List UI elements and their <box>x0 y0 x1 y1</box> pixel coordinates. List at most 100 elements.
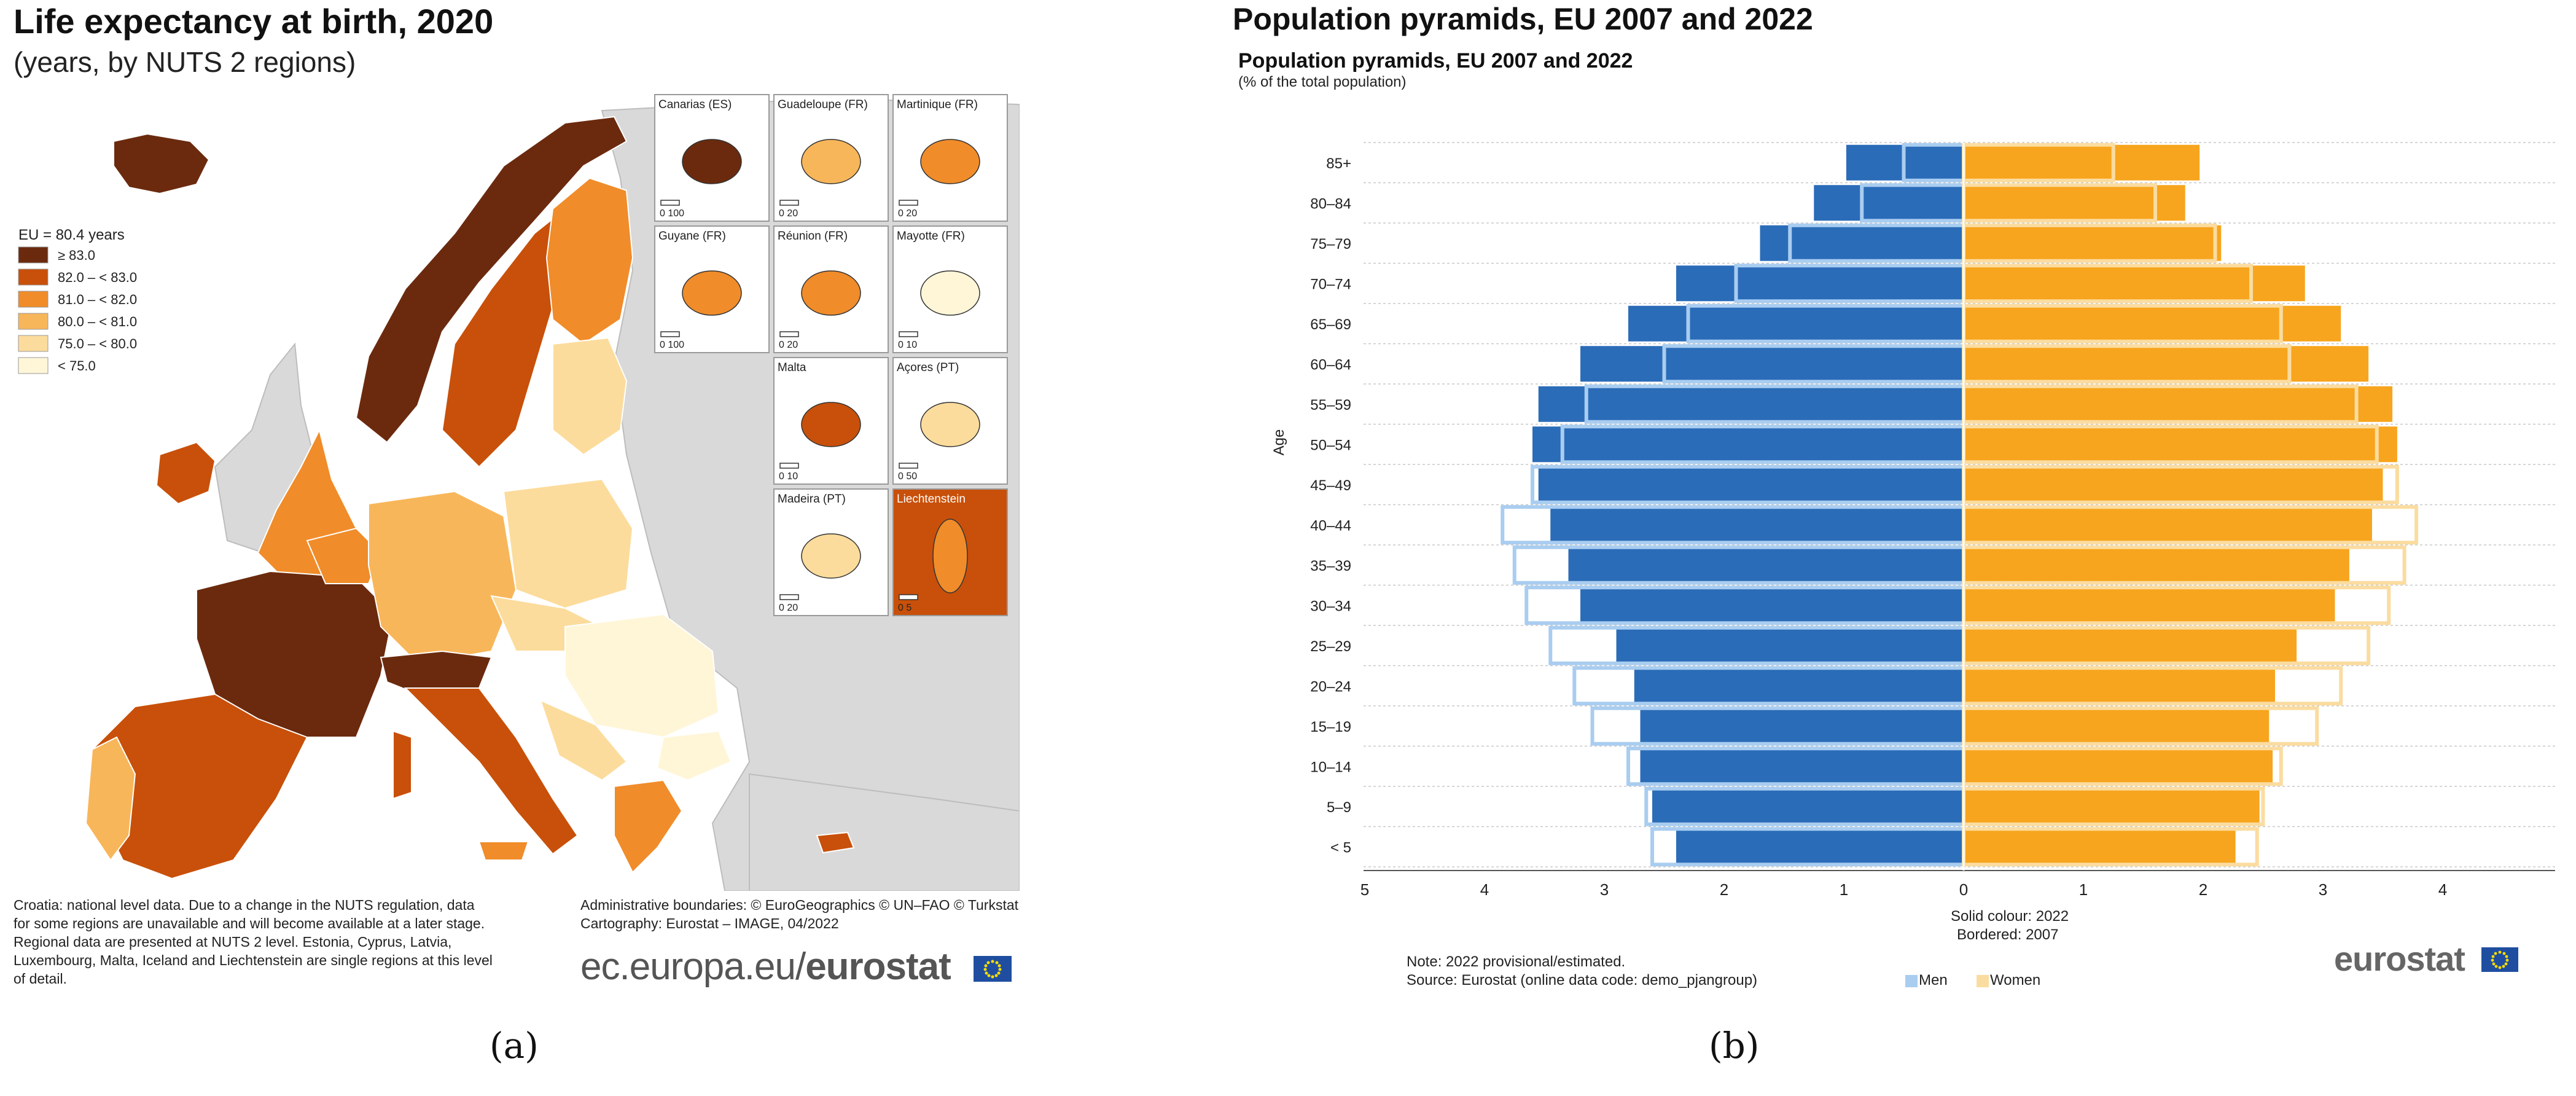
population-pyramid: < 5 5–9 10–14 15–19 20–24 25–29 30–34 35–39 40–4… <box>1271 142 2555 899</box>
bar-men-2022 <box>1760 225 1964 261</box>
inset-label: Açores (PT) <box>897 361 959 374</box>
scale-label: 0 20 <box>898 208 917 219</box>
x-tick-label: 1 <box>1840 880 1848 899</box>
inset-territory <box>801 270 861 316</box>
map-subtitle: (years, by NUTS 2 regions) <box>14 46 356 78</box>
admin-boundaries: Administrative boundaries: © EuroGeograp… <box>580 897 1019 913</box>
region-hungary-romania <box>564 613 720 738</box>
bar-men-2022 <box>1550 507 1964 543</box>
inset-territory <box>801 139 861 184</box>
region-italy <box>404 687 579 855</box>
bar-women-2022 <box>1964 225 2222 261</box>
bar-men-2022 <box>1634 668 1964 704</box>
map-regions <box>85 115 855 880</box>
age-label: 75–79 <box>1310 236 1351 252</box>
scale-bar <box>660 200 680 206</box>
age-label: 15–19 <box>1310 719 1351 735</box>
bar-men-2022 <box>1676 829 1964 865</box>
chart-note: Note: 2022 provisional/estimated. <box>1407 953 1626 970</box>
region-bulgaria <box>656 730 732 781</box>
inset-territory <box>932 519 968 593</box>
map-note-line: Croatia: national level data. Due to a c… <box>14 897 475 913</box>
eurostat-url[interactable]: ec.europa.eu/eurostat <box>580 945 951 988</box>
caption-a: (a) <box>490 1025 539 1067</box>
scale-bar <box>779 594 799 600</box>
legend-label: 82.0 – < 83.0 <box>58 270 137 285</box>
inset-label: Réunion (FR) <box>778 230 848 243</box>
inset-territory <box>920 402 980 447</box>
bar-women-2022 <box>1964 265 2305 302</box>
map-note: Croatia: national level data. Due to a c… <box>14 896 505 988</box>
scale-label: 0 10 <box>779 471 798 482</box>
map-title: Life expectancy at birth, 2020 <box>14 2 494 41</box>
map-note-line: Regional data are presented at NUTS 2 le… <box>14 934 452 950</box>
region-finland <box>545 177 634 345</box>
age-label: 85+ <box>1326 155 1351 172</box>
chart-source: Source: Eurostat (online data code: demo… <box>1407 972 1758 988</box>
bar-women-2022 <box>1964 788 2260 824</box>
scale-bar <box>779 463 799 469</box>
inset-territory <box>801 402 861 447</box>
europe-map: EU = 80.4 years ≥ 83.0 82.0 – < 83.0 81.0 … <box>12 86 1020 891</box>
scale-bar <box>899 331 918 337</box>
region-ireland <box>155 441 216 505</box>
age-label: 50–54 <box>1310 437 1351 453</box>
chart-title: Population pyramids, EU 2007 and 2022 <box>1238 49 1633 72</box>
scale-label: 0 100 <box>660 340 684 350</box>
inset-label: Martinique (FR) <box>897 98 978 111</box>
bar-women-2022 <box>1964 627 2297 663</box>
bar-women-2022 <box>1964 587 2335 624</box>
pyramid-grid <box>1364 142 2555 871</box>
map-note-line: for some regions are unavailable and wil… <box>14 915 485 931</box>
legend-swatch <box>18 313 49 330</box>
legend-swatch <box>18 357 49 374</box>
legend-items: ≥ 83.0 82.0 – < 83.0 81.0 – < 82.0 80.0 – <… <box>18 246 137 374</box>
inset-label: Canarias (ES) <box>658 98 732 111</box>
bar-women-2022 <box>1964 346 2369 382</box>
x-tick-label: 1 <box>2079 880 2088 899</box>
bar-men-2022 <box>1580 346 1964 382</box>
scale-bar <box>660 331 680 337</box>
eu-flag-icon <box>974 956 1012 982</box>
bar-women-2022 <box>1964 466 2383 503</box>
bar-women-2022 <box>1964 507 2372 543</box>
age-label: 55–59 <box>1310 397 1351 413</box>
inset-label: Liechtenstein <box>897 493 966 506</box>
legend-men-swatch <box>1905 975 1918 987</box>
age-label: 20–24 <box>1310 678 1351 695</box>
bar-men-2022 <box>1568 547 1964 583</box>
bar-men-2022 <box>1580 587 1964 624</box>
inset-label: Mayotte (FR) <box>897 230 965 243</box>
legend-title: EU = 80.4 years <box>18 227 125 243</box>
age-label: 60–64 <box>1310 356 1351 373</box>
inset-label: Malta <box>778 361 806 374</box>
x-tick-label: 5 <box>1360 880 1369 899</box>
age-label: 30–34 <box>1310 598 1351 614</box>
age-label: 80–84 <box>1310 195 1351 212</box>
scale-label: 0 20 <box>779 208 798 219</box>
scale-label: 0 5 <box>898 603 911 613</box>
region-greece <box>614 779 683 874</box>
age-label: 10–14 <box>1310 759 1351 775</box>
bar-women-2022 <box>1964 386 2393 422</box>
legend-swatch <box>18 335 49 352</box>
region-germany <box>368 490 517 665</box>
caption-b: (b) <box>1709 1025 1760 1067</box>
region-baltics <box>552 337 628 456</box>
bar-men-2022 <box>1616 627 1964 663</box>
legend-women-label: Women <box>1990 972 2041 988</box>
x-tick-label: 3 <box>2319 880 2327 899</box>
bar-women-2022 <box>1964 144 2200 181</box>
eu-stars <box>983 960 1002 979</box>
age-label: 25–29 <box>1310 638 1351 655</box>
bar-men-2022 <box>1538 386 1964 422</box>
eurostat-logo: eurostat <box>2334 939 2465 978</box>
region-corsica-sardinia <box>392 730 412 800</box>
age-labels: < 5 5–9 10–14 15–19 20–24 25–29 30–34 35–39 40–4… <box>1310 155 1351 856</box>
legend-label: 80.0 – < 81.0 <box>58 314 137 329</box>
url-brand: eurostat <box>805 945 951 988</box>
legend-swatch <box>18 291 49 308</box>
age-label: 5–9 <box>1327 799 1351 816</box>
x-tick-labels: 5 4 3 2 1 0 1 2 3 4 <box>1360 880 2447 899</box>
inset-label: Madeira (PT) <box>778 493 846 506</box>
